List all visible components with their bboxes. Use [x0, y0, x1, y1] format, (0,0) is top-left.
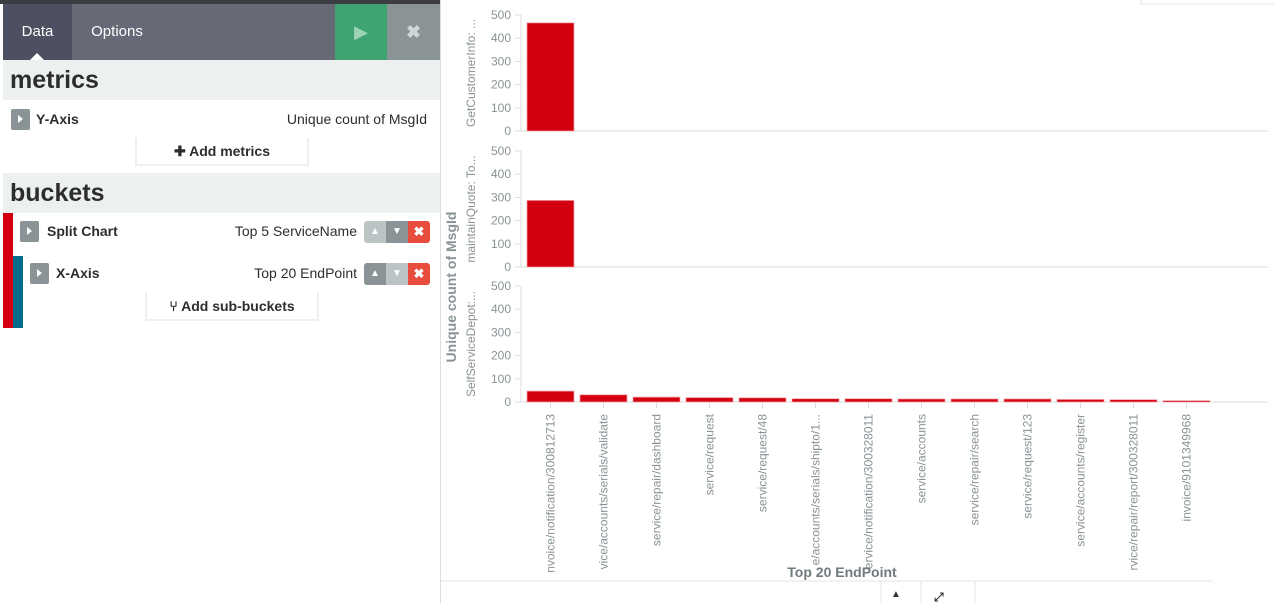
bar[interactable] — [526, 200, 575, 268]
x-axis-label: X-Axis — [56, 265, 100, 281]
plus-icon: ✚ — [173, 143, 190, 159]
apply-button[interactable]: ▶ — [335, 4, 387, 60]
y-axis-value: Unique count of MsgId — [286, 111, 427, 127]
y-axis-label: Y-Axis — [36, 111, 79, 127]
bar[interactable] — [950, 398, 999, 403]
chart-panel: 0 100 200 300 400 500 SelfServiceDepot:... — [464, 279, 1268, 409]
discard-button[interactable]: ✖ — [387, 4, 440, 60]
y-tick-label: 300 — [491, 190, 511, 204]
split-chart-label: Split Chart — [47, 223, 118, 239]
y-tick-label: 100 — [491, 372, 511, 386]
x-tick-label: e/accounts/serials/shipto/1... — [809, 414, 823, 565]
x-axis-title: Top 20 EndPoint — [787, 564, 897, 580]
move-up-button[interactable]: ▲ — [364, 221, 386, 243]
y-tick-label: 400 — [491, 302, 511, 316]
x-tick-label: vice/accounts/serials/validate — [597, 414, 611, 570]
split-chart-title: GetCustomerInfo: ... — [464, 19, 478, 127]
play-icon: ▶ — [354, 22, 368, 42]
add-sub-buckets-label: Add sub-buckets — [181, 298, 295, 314]
x-tick-label: ervice/notification/300328011 — [862, 414, 876, 570]
y-tick-label: 100 — [491, 237, 511, 251]
fullscreen-button[interactable] — [920, 580, 976, 603]
y-tick-label: 100 — [491, 101, 511, 115]
buckets-heading: buckets — [3, 173, 440, 213]
x-tick-label: service/repair/search — [968, 414, 982, 525]
chart-corner — [1140, 0, 1274, 5]
bar[interactable] — [579, 394, 628, 403]
x-tick-label: rvice/repair/report/300328011 — [1127, 414, 1141, 571]
split-chart-title: SelfServiceDepot:... — [464, 291, 478, 397]
close-icon: ✖ — [405, 22, 422, 42]
move-down-button[interactable]: ▼ — [386, 263, 408, 285]
x-tick-label: service/accounts/register — [1074, 414, 1088, 547]
y-tick-label: 400 — [491, 31, 511, 45]
move-down-button[interactable]: ▼ — [386, 221, 408, 243]
x-axis-value: Top 20 EndPoint — [254, 265, 357, 281]
metrics-heading: metrics — [3, 60, 440, 100]
x-tick-label: service/repair/dashboard — [650, 414, 664, 546]
bar[interactable] — [632, 396, 681, 403]
chart-panel: 0 100 200 300 400 500 GetCustomerInfo: ... — [464, 8, 1268, 138]
y-tick-label: 0 — [504, 260, 511, 274]
chart-panel: 0 100 200 300 400 500 maintainQuote: To... — [464, 144, 1268, 274]
bar[interactable] — [844, 398, 893, 403]
bar[interactable] — [526, 22, 575, 132]
expand-icon[interactable] — [30, 263, 49, 284]
bar[interactable] — [1056, 399, 1105, 403]
expand-icon: ⤢ — [933, 590, 944, 603]
y-tick-label: 0 — [504, 395, 511, 409]
x-tick-label: service/request/48 — [756, 414, 770, 512]
bar[interactable] — [685, 397, 734, 403]
remove-button[interactable]: ✖ — [408, 221, 430, 243]
fork-icon: ⑂ — [169, 298, 182, 314]
remove-button[interactable]: ✖ — [408, 263, 430, 285]
expand-icon[interactable] — [11, 109, 30, 130]
bucket-split-chart[interactable]: Split Chart Top 5 ServiceName ▲ ▼ ✖ — [13, 213, 440, 249]
bar[interactable] — [1003, 398, 1052, 403]
bucket-x-axis[interactable]: X-Axis Top 20 EndPoint ▲ ▼ ✖ — [23, 255, 440, 291]
tab-data[interactable]: Data — [3, 4, 72, 60]
x-tick-label: service/accounts — [915, 414, 929, 503]
bar[interactable] — [526, 390, 575, 403]
editor-tabs: Data Options ▶ ✖ — [3, 4, 440, 60]
bar[interactable] — [791, 398, 840, 403]
x-tick-label: service/request — [703, 413, 717, 495]
y-tick-label: 400 — [491, 167, 511, 181]
x-axis-indicator — [13, 256, 23, 328]
y-tick-label: 200 — [491, 78, 511, 92]
y-tick-label: 300 — [491, 325, 511, 339]
bar[interactable] — [738, 397, 787, 403]
y-tick-label: 300 — [491, 54, 511, 68]
expand-icon[interactable] — [20, 221, 39, 242]
caret-up-icon: ▲ — [891, 589, 901, 600]
add-metrics-button[interactable]: ✚ Add metrics — [135, 138, 309, 166]
bar-chart: 0 100 200 300 400 500 GetCustomerInfo: ... 0 100… — [441, 0, 1274, 603]
metric-y-axis[interactable]: Y-Axis Unique count of MsgId — [3, 101, 440, 137]
y-tick-label: 200 — [491, 214, 511, 228]
y-tick-label: 0 — [504, 124, 511, 138]
y-tick-label: 500 — [491, 279, 511, 293]
y-tick-label: 500 — [491, 144, 511, 158]
tab-options[interactable]: Options — [91, 23, 143, 40]
split-chart-title: maintainQuote: To... — [464, 155, 478, 262]
x-tick-label: nvoice/notification/300812713 — [544, 414, 558, 573]
add-sub-buckets-button[interactable]: ⑂ Add sub-buckets — [145, 293, 319, 321]
x-tick-label: service/request/123 — [1021, 414, 1035, 519]
bar[interactable] — [897, 398, 946, 403]
y-axis-title: Unique count of MsgId — [443, 212, 459, 363]
y-tick-label: 500 — [491, 8, 511, 22]
bar[interactable] — [1162, 400, 1211, 403]
bar[interactable] — [1109, 399, 1158, 403]
top-bar — [0, 0, 440, 4]
y-tick-label: 200 — [491, 349, 511, 363]
add-metrics-label: Add metrics — [189, 143, 271, 159]
x-tick-label: invoice/9101349968 — [1180, 414, 1194, 522]
move-up-button[interactable]: ▲ — [364, 263, 386, 285]
editor-sidebar: Data Options ▶ ✖ metrics Y-Axis Unique c… — [0, 0, 441, 603]
split-chart-value: Top 5 ServiceName — [234, 223, 357, 239]
split-chart-indicator — [3, 213, 13, 328]
